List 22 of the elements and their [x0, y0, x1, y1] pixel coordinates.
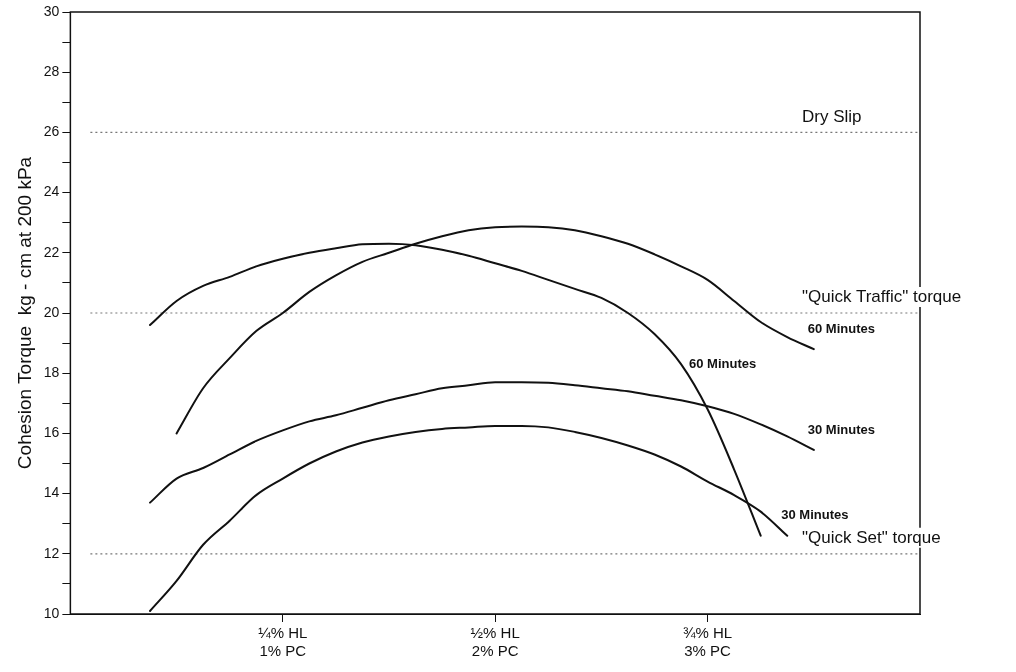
- series-label: 30 Minutes: [807, 421, 875, 437]
- y-tick-label: 28: [43, 63, 60, 80]
- series-label: 30 Minutes: [781, 507, 849, 523]
- ref-line-label: "Quick Set" torque: [802, 527, 941, 547]
- x-tick-label: ¾% HL 3% PC: [682, 624, 733, 660]
- y-tick-label: 16: [43, 424, 60, 441]
- y-tick-label: 14: [43, 484, 60, 501]
- y-tick-label: 12: [43, 544, 60, 561]
- y-tick-label: 22: [43, 243, 60, 260]
- series-label: 60 Minutes: [689, 355, 757, 371]
- y-tick-label: 26: [43, 123, 60, 140]
- ref-line-label: "Quick Traffic" torque: [802, 287, 962, 307]
- y-axis-title: Cohesion Torque kg - cm at 200 kPa: [13, 156, 35, 470]
- x-tick-label: ¼% HL 1% PC: [258, 624, 308, 660]
- ref-line-label: Dry Slip: [802, 106, 862, 126]
- y-tick-label: 10: [43, 604, 60, 621]
- x-tick-label: ½% HL 2% PC: [470, 624, 520, 660]
- y-tick-label: 24: [43, 183, 60, 200]
- y-tick-label: 18: [43, 364, 60, 381]
- y-tick-label: 30: [43, 2, 60, 19]
- y-tick-label: 20: [43, 303, 60, 320]
- series-label: 60 Minutes: [807, 320, 875, 336]
